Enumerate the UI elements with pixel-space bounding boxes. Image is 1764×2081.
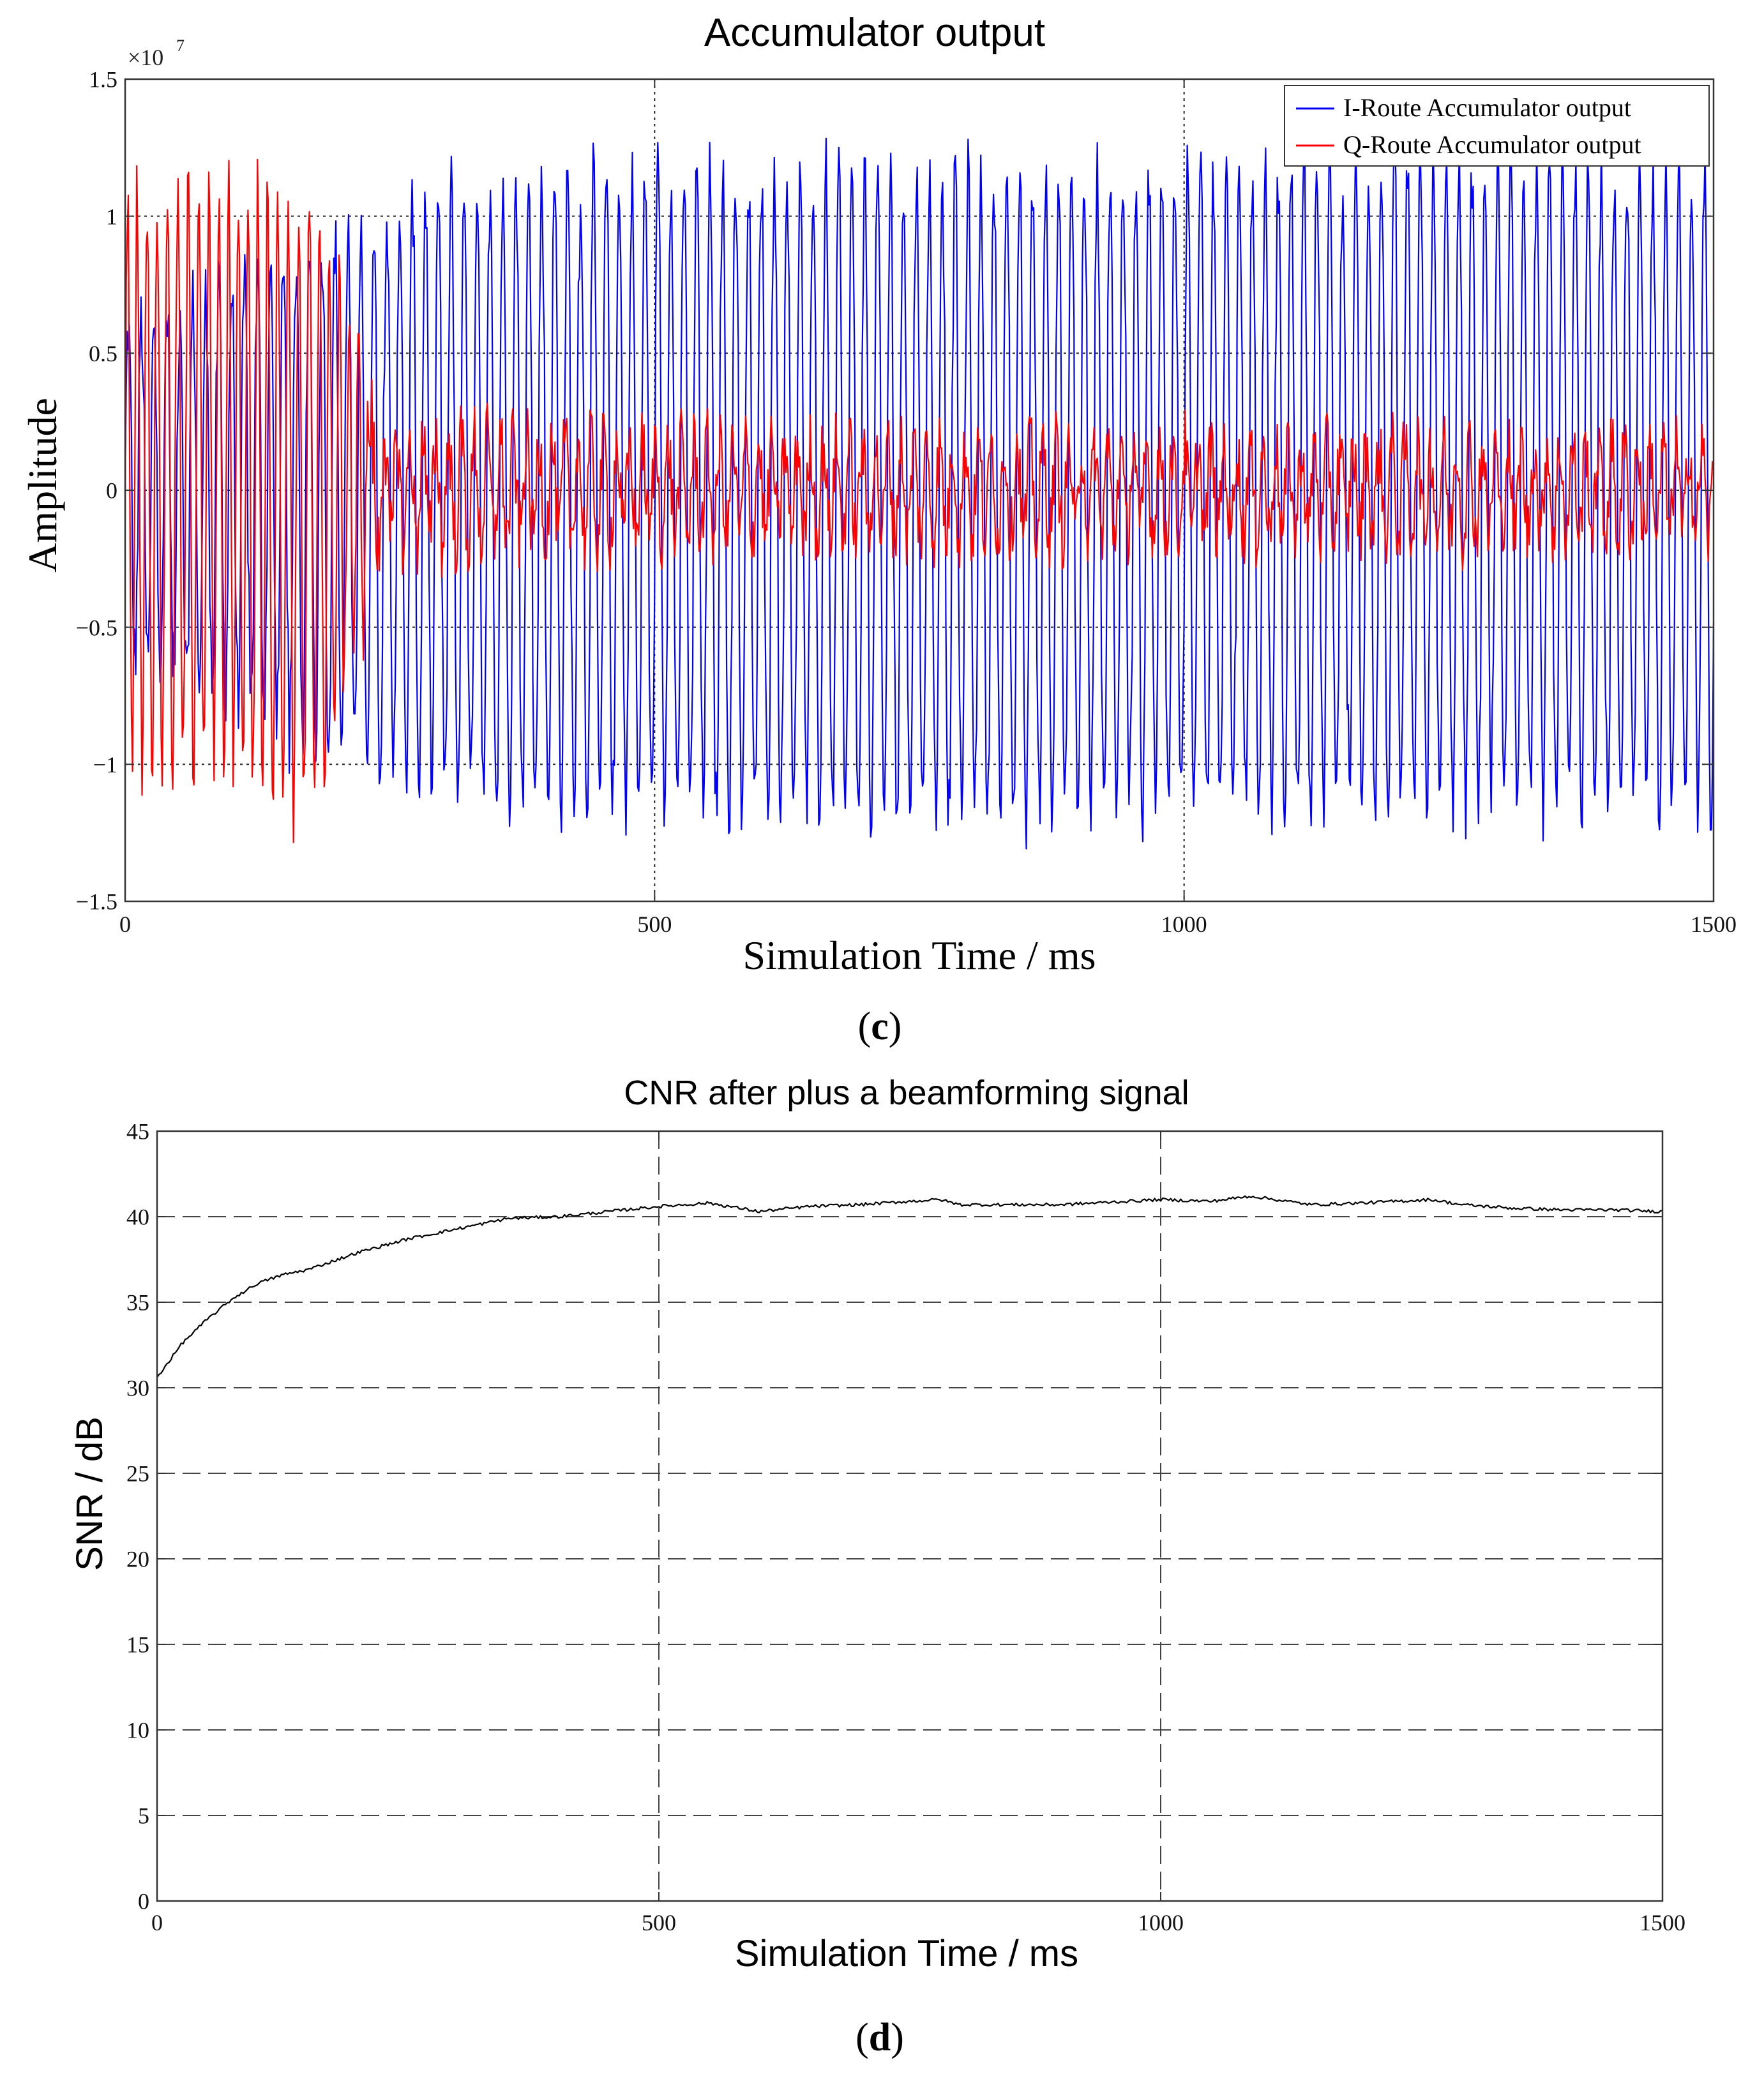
series-i-route: [125, 137, 1714, 850]
grid-lines: [157, 1131, 1662, 1901]
y-tick-label: 0: [106, 478, 117, 504]
x-tick-label: 0: [119, 912, 131, 937]
y-tick-label: 10: [126, 1718, 149, 1743]
y-tick-label: 40: [126, 1205, 149, 1230]
chart-title: CNR after plus a beamforming signal: [624, 1074, 1189, 1112]
axis-ticks: 0 500 1000 1500 −1.5 −1 −0.5 0 0.5 1 1.5: [76, 67, 1737, 937]
y-tick-label: −0.5: [76, 615, 117, 640]
caption-d-close: ): [891, 2016, 904, 2059]
legend: I-Route Accumulator output Q-Route Accum…: [1284, 85, 1710, 167]
y-tick-label: −1: [93, 752, 117, 778]
y-axis-label: Amplitude: [20, 398, 65, 573]
y-tick-label: 1: [106, 204, 117, 229]
legend-box: [1284, 85, 1710, 167]
x-tick-label: 1500: [1640, 1910, 1685, 1935]
chart-title: Accumulator output: [704, 11, 1045, 55]
caption-d: (d): [856, 2016, 904, 2059]
x-tick-label: 500: [642, 1910, 676, 1935]
legend-label-q-route: Q-Route Accumulator output: [1343, 130, 1641, 159]
y-tick-label: 5: [138, 1803, 149, 1829]
x-tick-label: 0: [151, 1910, 163, 1935]
y-exponent-base: ×10: [128, 45, 163, 70]
y-tick-label: 20: [126, 1547, 149, 1572]
series-q-route: [125, 158, 1714, 843]
cnr-chart: CNR after plus a beamforming signal 0 500…: [69, 1074, 1685, 2059]
x-tick-label: 1000: [1138, 1910, 1184, 1935]
y-tick-label: 1.5: [89, 67, 117, 93]
y-tick-label: 15: [126, 1632, 149, 1658]
caption-d-open: (: [856, 2016, 869, 2059]
series-snr: [156, 1195, 1663, 1378]
axis-ticks: 0 500 1000 1500 0 5 10 15 20 25 30 35 40 45: [126, 1119, 1685, 1935]
caption-c-letter: c: [871, 1005, 889, 1048]
x-axis-label: Simulation Time / ms: [735, 1933, 1078, 1974]
accumulator-output-chart: Accumulator output ×10 7 0 500 1000 1500 −1.…: [20, 11, 1737, 1048]
x-tick-label: 1500: [1691, 912, 1737, 937]
y-tick-label: 35: [126, 1290, 149, 1316]
legend-label-i-route: I-Route Accumulator output: [1343, 93, 1631, 122]
y-exponent-power: 7: [176, 36, 185, 55]
caption-c-close: ): [889, 1005, 902, 1048]
x-tick-label: 1000: [1161, 912, 1207, 937]
y-tick-label: −1.5: [76, 889, 117, 915]
y-tick-label: 45: [126, 1119, 149, 1145]
caption-c-open: (: [858, 1005, 871, 1048]
y-tick-label: 25: [126, 1461, 149, 1487]
plot-series: [156, 1195, 1663, 1378]
x-axis-label: Simulation Time / ms: [743, 933, 1096, 978]
plot-series: [125, 137, 1714, 850]
caption-d-letter: d: [869, 2016, 891, 2059]
x-tick-label: 500: [637, 912, 672, 937]
plot-frame: [156, 1130, 1664, 1902]
y-tick-label: 0: [138, 1889, 149, 1914]
y-tick-label: 30: [126, 1376, 149, 1401]
caption-c: (c): [858, 1005, 902, 1048]
y-tick-label: 0.5: [89, 341, 117, 366]
y-axis-label: SNR / dB: [69, 1416, 110, 1571]
